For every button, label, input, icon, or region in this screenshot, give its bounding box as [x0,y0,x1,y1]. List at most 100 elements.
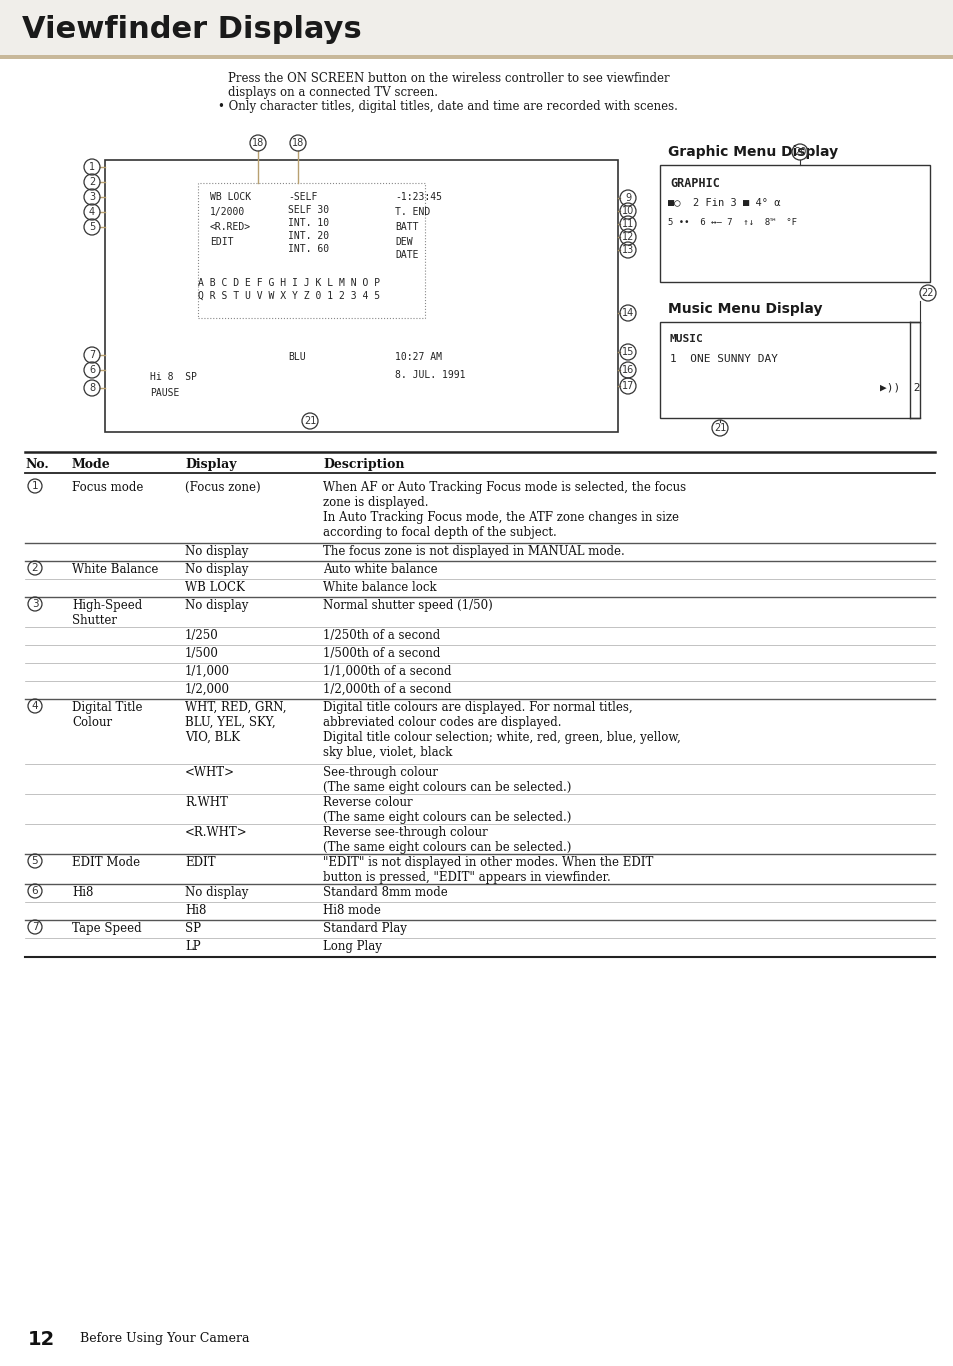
Text: (Focus zone): (Focus zone) [185,481,260,494]
Text: Hi8: Hi8 [71,887,93,899]
Text: INT. 20: INT. 20 [288,231,329,240]
Text: 20: 20 [793,148,805,157]
Text: SP: SP [185,922,201,934]
Text: 18: 18 [292,138,304,148]
Text: WB LOCK: WB LOCK [185,581,245,594]
Text: PAUSE: PAUSE [150,388,179,398]
Text: -1:23:45: -1:23:45 [395,193,441,202]
Text: WHT, RED, GRN,
BLU, YEL, SKY,
VIO, BLK: WHT, RED, GRN, BLU, YEL, SKY, VIO, BLK [185,701,286,744]
Text: 1/1,000: 1/1,000 [185,665,230,678]
Bar [0,55,953,59]
Text: No display: No display [185,545,248,557]
Text: 4: 4 [89,208,95,217]
Text: 10: 10 [621,206,634,216]
Text: GRAPHIC: GRAPHIC [669,178,720,190]
Text: Long Play: Long Play [323,940,381,953]
Text: 1/1,000th of a second: 1/1,000th of a second [323,665,451,678]
Text: 3: 3 [31,600,38,609]
Text: 1  ONE SUNNY DAY: 1 ONE SUNNY DAY [669,354,778,363]
Text: Music Menu Display: Music Menu Display [667,302,821,316]
Text: Mode: Mode [71,458,111,471]
Text: 2: 2 [31,563,38,572]
Text: 6: 6 [89,365,95,376]
Text: The focus zone is not displayed in MANUAL mode.: The focus zone is not displayed in MANUA… [323,545,624,557]
Text: 4: 4 [31,701,38,710]
Text: 1/250: 1/250 [185,628,218,642]
Text: Description: Description [323,458,404,471]
Text: 12: 12 [621,232,634,242]
Text: Graphic Menu Display: Graphic Menu Display [667,145,838,158]
Text: Display: Display [185,458,236,471]
Text: 12: 12 [28,1330,55,1350]
Text: When AF or Auto Tracking Focus mode is selected, the focus
zone is displayed.
In: When AF or Auto Tracking Focus mode is s… [323,481,685,540]
Text: DEW: DEW [395,236,413,247]
Text: Standard Play: Standard Play [323,922,406,934]
Text: EDIT: EDIT [210,236,233,247]
Text: <R.WHT>: <R.WHT> [185,826,248,839]
Text: Reverse see-through colour
(The same eight colours can be selected.): Reverse see-through colour (The same eig… [323,826,571,854]
Bar [659,165,929,281]
Text: Viewfinder Displays: Viewfinder Displays [22,15,361,44]
Text: 1/2,000th of a second: 1/2,000th of a second [323,683,451,697]
Text: 17: 17 [621,381,634,391]
Text: Hi8 mode: Hi8 mode [323,904,380,917]
Bar [0,0,953,57]
Text: • Only character titles, digital titles, date and time are recorded with scenes.: • Only character titles, digital titles,… [218,100,678,113]
Text: 2: 2 [89,178,95,187]
Text: "EDIT" is not displayed in other modes. When the EDIT
button is pressed, "EDIT" : "EDIT" is not displayed in other modes. … [323,856,653,884]
Text: 1/500: 1/500 [185,647,218,660]
Text: 1: 1 [89,163,95,172]
Text: SELF 30: SELF 30 [288,205,329,214]
Text: Normal shutter speed (1/50): Normal shutter speed (1/50) [323,600,493,612]
Text: 1/500th of a second: 1/500th of a second [323,647,440,660]
Text: 8: 8 [89,382,95,393]
Text: displays on a connected TV screen.: displays on a connected TV screen. [228,86,437,98]
Text: 6: 6 [31,887,38,896]
Text: 1: 1 [31,481,38,490]
Bar [659,322,919,418]
Text: R.WHT: R.WHT [185,796,228,809]
Text: No display: No display [185,563,248,576]
Text: 16: 16 [621,365,634,376]
Text: ■○  2 Fin 3 ■ 4° α: ■○ 2 Fin 3 ■ 4° α [667,197,780,208]
Text: T. END: T. END [395,208,430,217]
Text: 8. JUL. 1991: 8. JUL. 1991 [395,370,465,380]
Text: 5: 5 [31,856,38,866]
Text: 14: 14 [621,307,634,318]
Text: Press the ON SCREEN button on the wireless controller to see viewfinder: Press the ON SCREEN button on the wirele… [228,72,669,85]
Text: 18: 18 [252,138,264,148]
Bar [198,183,424,318]
Text: 1/2,000: 1/2,000 [185,683,230,697]
Text: 11: 11 [621,219,634,229]
Text: 5: 5 [89,223,95,232]
Text: 7: 7 [89,350,95,361]
Text: 22: 22 [921,288,933,298]
Text: 1/250th of a second: 1/250th of a second [323,628,439,642]
Text: A B C D E F G H I J K L M N O P: A B C D E F G H I J K L M N O P [198,279,379,288]
Text: DATE: DATE [395,250,418,260]
Text: 15: 15 [621,347,634,357]
Text: <R.RED>: <R.RED> [210,223,251,232]
Text: White Balance: White Balance [71,563,158,576]
Text: WB LOCK: WB LOCK [210,193,251,202]
Text: 3: 3 [89,193,95,202]
Text: <WHT>: <WHT> [185,766,234,779]
Text: Focus mode: Focus mode [71,481,143,494]
Text: -SELF: -SELF [288,193,317,202]
Text: Reverse colour
(The same eight colours can be selected.): Reverse colour (The same eight colours c… [323,796,571,824]
Text: No.: No. [25,458,49,471]
Text: Before Using Your Camera: Before Using Your Camera [80,1332,250,1346]
Text: 13: 13 [621,245,634,255]
Text: BLU: BLU [288,352,305,362]
Text: 10:27 AM: 10:27 AM [395,352,441,362]
Text: Hi8: Hi8 [185,904,206,917]
Text: Digital Title
Colour: Digital Title Colour [71,701,142,729]
Text: Tape Speed: Tape Speed [71,922,141,934]
Text: Standard 8mm mode: Standard 8mm mode [323,887,447,899]
Text: INT. 10: INT. 10 [288,219,329,228]
Text: Digital title colours are displayed. For normal titles,
abbreviated colour codes: Digital title colours are displayed. For… [323,701,680,759]
Text: High-Speed
Shutter: High-Speed Shutter [71,600,142,627]
Text: Hi 8  SP: Hi 8 SP [150,372,196,382]
Text: MUSIC: MUSIC [669,335,703,344]
Text: No display: No display [185,887,248,899]
